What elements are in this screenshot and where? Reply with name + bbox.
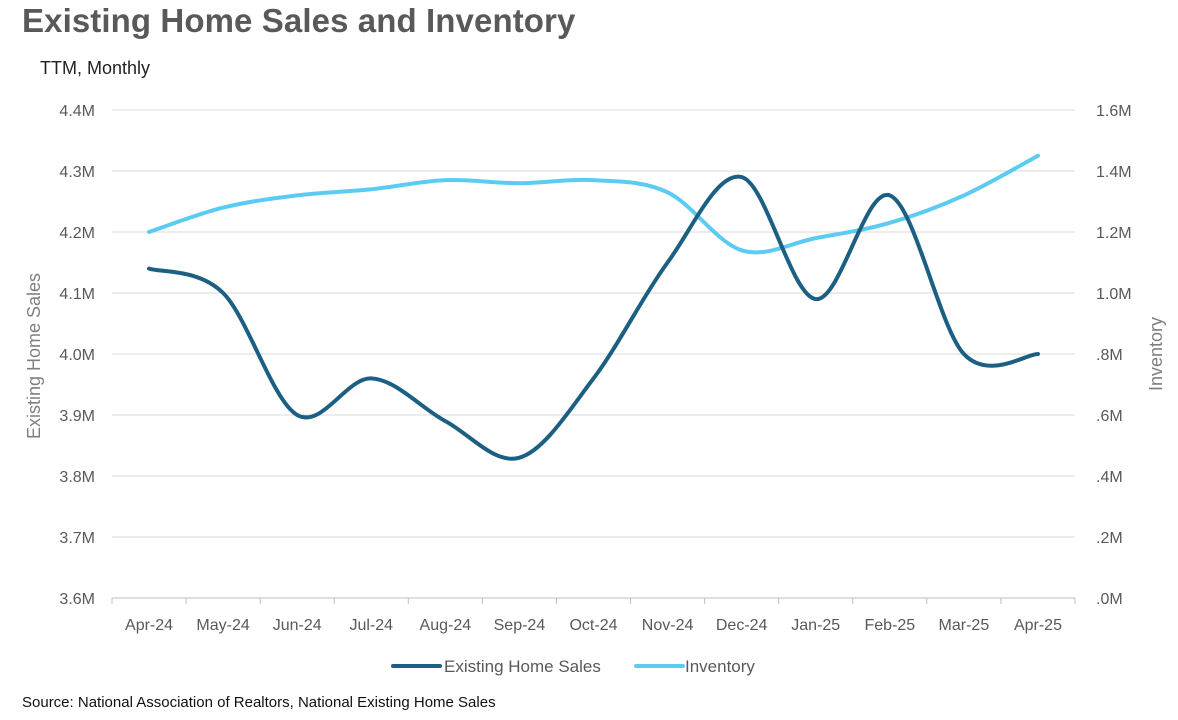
- x-axis-ticks: Apr-24 May-24 Jun-24 Jul-24 Aug-24 Sep-24 Oct-…: [125, 617, 1062, 634]
- x-tick-label: Apr-25: [1014, 617, 1062, 634]
- legend: Existing Home Sales Inventory: [391, 657, 755, 676]
- x-tick-label: Jul-24: [349, 617, 393, 634]
- right-tick-label: 1.6M: [1096, 103, 1132, 120]
- series-line-existing-home-sales: [147, 174, 1040, 461]
- left-axis-ticks: 3.6M 3.7M 3.8M 3.9M 4.0M 4.1M 4.2M 4.3M 4.4M: [59, 103, 95, 608]
- series-line-inventory: [147, 153, 1040, 255]
- x-tick-label: Oct-24: [569, 617, 617, 634]
- right-tick-label: 1.2M: [1096, 225, 1132, 242]
- legend-label-inventory: Inventory: [685, 657, 755, 676]
- right-tick-label: 1.0M: [1096, 286, 1132, 303]
- right-tick-label: .2M: [1096, 530, 1123, 547]
- left-tick-label: 3.6M: [59, 591, 95, 608]
- x-axis: [111, 597, 1076, 604]
- chart-title: Existing Home Sales and Inventory: [22, 2, 576, 39]
- x-tick-label: Jan-25: [791, 617, 840, 634]
- right-axis-ticks: .0M .2M .4M .6M .8M 1.0M 1.2M 1.4M 1.6M: [1096, 103, 1132, 608]
- left-tick-label: 3.8M: [59, 469, 95, 486]
- chart-subtitle: TTM, Monthly: [40, 58, 151, 78]
- x-tick-label: Sep-24: [494, 617, 546, 634]
- x-tick-label: Mar-25: [939, 617, 990, 634]
- right-tick-label: .0M: [1096, 591, 1123, 608]
- left-tick-label: 4.1M: [59, 286, 95, 303]
- left-tick-label: 4.4M: [59, 103, 95, 120]
- right-axis-label: Inventory: [1146, 317, 1166, 391]
- gridlines: [112, 109, 1075, 538]
- line-chart: 3.6M 3.7M 3.8M 3.9M 4.0M 4.1M 4.2M 4.3M 4.4M .0M…: [24, 103, 1166, 676]
- left-tick-label: 3.7M: [59, 530, 95, 547]
- right-tick-label: 1.4M: [1096, 164, 1132, 181]
- x-tick-label: Dec-24: [716, 617, 768, 634]
- x-tick-label: Nov-24: [642, 617, 694, 634]
- x-tick-label: Jun-24: [273, 617, 322, 634]
- left-tick-label: 4.3M: [59, 164, 95, 181]
- left-tick-label: 3.9M: [59, 408, 95, 425]
- x-tick-label: Feb-25: [864, 617, 915, 634]
- source-note: Source: National Association of Realtors…: [22, 694, 496, 711]
- right-tick-label: .6M: [1096, 408, 1123, 425]
- left-tick-label: 4.0M: [59, 347, 95, 364]
- x-tick-label: Apr-24: [125, 617, 173, 634]
- x-tick-label: Aug-24: [420, 617, 472, 634]
- series-lines: [147, 153, 1040, 461]
- right-tick-label: .4M: [1096, 469, 1123, 486]
- right-tick-label: .8M: [1096, 347, 1123, 364]
- left-axis-label: Existing Home Sales: [24, 273, 44, 439]
- legend-label-sales: Existing Home Sales: [444, 657, 601, 676]
- left-tick-label: 4.2M: [59, 225, 95, 242]
- x-tick-label: May-24: [196, 617, 249, 634]
